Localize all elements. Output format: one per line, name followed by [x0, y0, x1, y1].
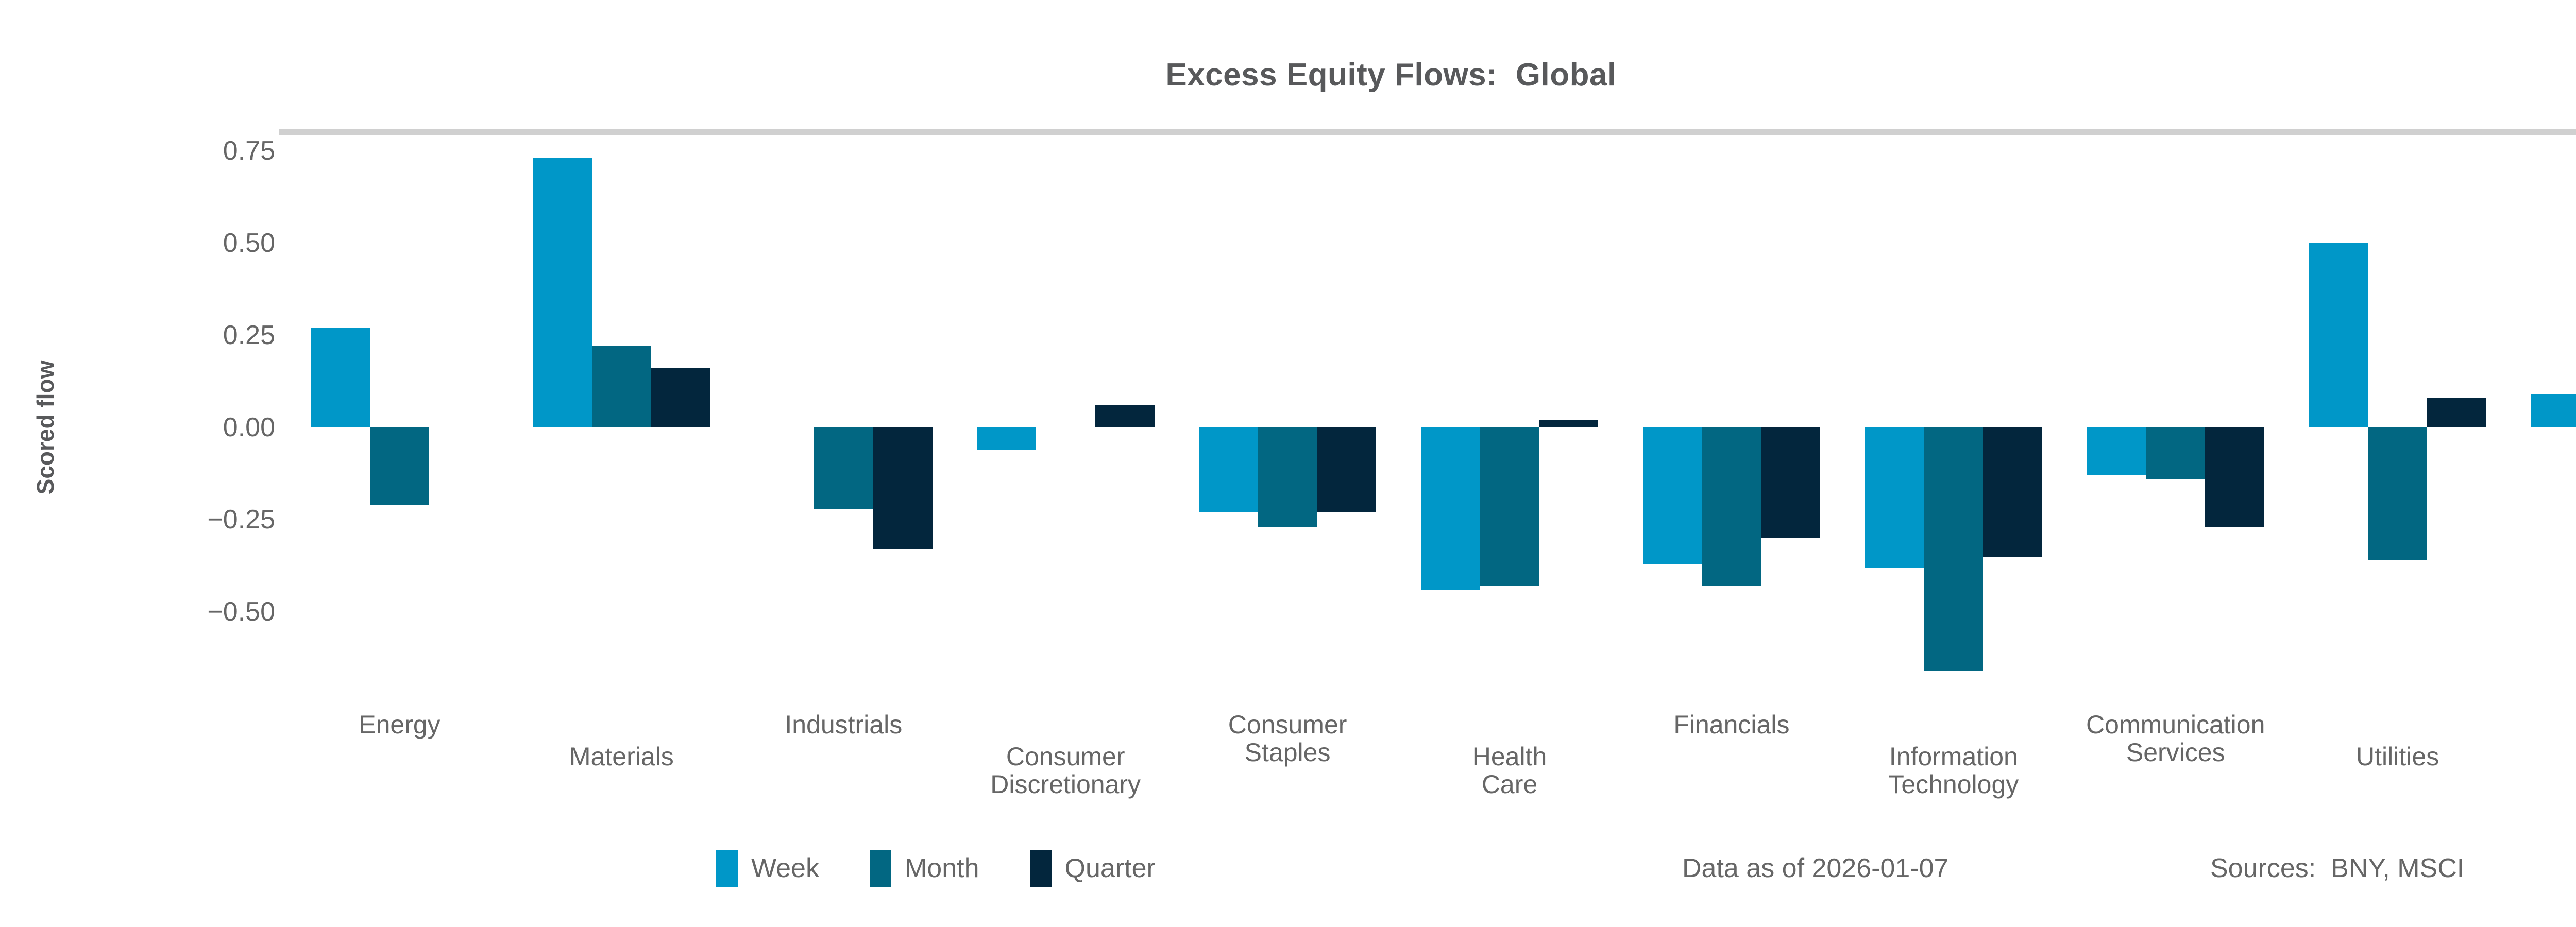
chart-footer: Week Month Quarter Data as of 2026-01-07 S… — [0, 850, 2576, 912]
legend-item-quarter[interactable]: Quarter — [1029, 850, 1156, 887]
legend-swatch-icon — [869, 850, 891, 887]
legend: Week Month Quarter — [716, 850, 1156, 887]
bar-materials-month[interactable] — [591, 346, 651, 427]
bar-materials-week[interactable] — [533, 158, 592, 427]
x-axis-tick-label: Communication Services — [2086, 710, 2265, 767]
x-axis-tick-label: Consumer Discretionary — [990, 742, 1141, 799]
bar-utilities-quarter[interactable] — [2427, 398, 2486, 427]
y-axis-tick-label: 0.00 — [223, 413, 275, 442]
x-axis-tick-label: Materials — [569, 742, 674, 771]
legend-swatch-icon — [1029, 850, 1052, 887]
bar-financials-week[interactable] — [1642, 427, 1702, 564]
bar-group — [755, 129, 933, 695]
y-axis-tick-label: 0.50 — [223, 228, 275, 258]
bar-communication-services-week[interactable] — [2087, 427, 2146, 476]
bar-communication-services-month[interactable] — [2146, 427, 2206, 479]
x-axis-tick-label: Information Technology — [1888, 742, 2019, 799]
x-axis-tick-label: Industrials — [785, 710, 903, 739]
y-axis-tick-label: 0.75 — [223, 136, 275, 166]
plot-area: 0.75 0.50 0.25 0.00 −0.25 −0.50 Energy Materia… — [207, 129, 2576, 798]
bar-information-technology-month[interactable] — [1924, 427, 1984, 671]
legend-item-month[interactable]: Month — [869, 850, 979, 887]
sources-label: Sources: BNY, MSCI — [2210, 853, 2465, 883]
bar-information-technology-quarter[interactable] — [1983, 427, 2043, 557]
y-axis-tick-label: −0.50 — [207, 597, 275, 627]
bar-materials-quarter[interactable] — [651, 368, 710, 427]
bar-consumer-discretionary-week[interactable] — [976, 427, 1036, 450]
bar-consumer-discretionary-quarter[interactable] — [1095, 405, 1155, 427]
bar-energy-week[interactable] — [311, 328, 370, 427]
bar-industrials-quarter[interactable] — [873, 427, 933, 550]
legend-label: Quarter — [1064, 853, 1156, 883]
bar-group — [311, 129, 488, 695]
bar-utilities-week[interactable] — [2309, 243, 2368, 427]
bar-financials-month[interactable] — [1702, 427, 1761, 586]
bar-consumer-staples-week[interactable] — [1198, 427, 1258, 512]
bar-financials-quarter[interactable] — [1761, 427, 1821, 538]
bar-utilities-month[interactable] — [2368, 427, 2428, 560]
x-axis-tick-label: Energy — [359, 710, 440, 739]
y-axis-title: Scored flow — [32, 360, 59, 495]
x-axis-tick-label: Utilities — [2356, 742, 2439, 771]
bar-energy-month[interactable] — [369, 427, 429, 505]
bar-information-technology-week[interactable] — [1865, 427, 1924, 568]
page-title: Excess Equity Flows: Global — [1165, 57, 1617, 93]
x-axis-tick-label: Consumer Staples — [1228, 710, 1347, 767]
bar-communication-services-quarter[interactable] — [2205, 427, 2265, 527]
bar-group — [1198, 129, 1377, 695]
x-axis-tick-label: Financials — [1673, 710, 1790, 739]
bar-industrials-month[interactable] — [814, 427, 873, 509]
bar-group — [1642, 129, 1821, 695]
bar-group — [2309, 129, 2486, 695]
data-as-of-label: Data as of 2026-01-07 — [1682, 853, 1949, 883]
zero-baseline — [279, 129, 2576, 135]
bar-health-care-week[interactable] — [1420, 427, 1480, 590]
legend-label: Month — [904, 853, 979, 883]
bar-real-estate-week[interactable] — [2531, 394, 2576, 427]
bar-group — [976, 129, 1155, 695]
bar-group — [2531, 129, 2576, 695]
bar-consumer-staples-quarter[interactable] — [1317, 427, 1377, 512]
bar-health-care-month[interactable] — [1480, 427, 1539, 586]
y-axis-tick-label: 0.25 — [223, 320, 275, 350]
bar-health-care-quarter[interactable] — [1539, 420, 1599, 427]
bar-group — [533, 129, 710, 695]
y-axis-tick-label: −0.25 — [207, 505, 275, 535]
bar-group — [1865, 129, 2043, 695]
bar-group — [2087, 129, 2265, 695]
legend-item-week[interactable]: Week — [716, 850, 819, 887]
bar-group — [1420, 129, 1599, 695]
x-axis-tick-label: Real Estate — [2484, 711, 2576, 766]
legend-swatch-icon — [716, 850, 738, 887]
bar-consumer-staples-month[interactable] — [1258, 427, 1317, 527]
x-axis-tick-label: Health Care — [1472, 742, 1547, 799]
legend-label: Week — [751, 853, 819, 883]
